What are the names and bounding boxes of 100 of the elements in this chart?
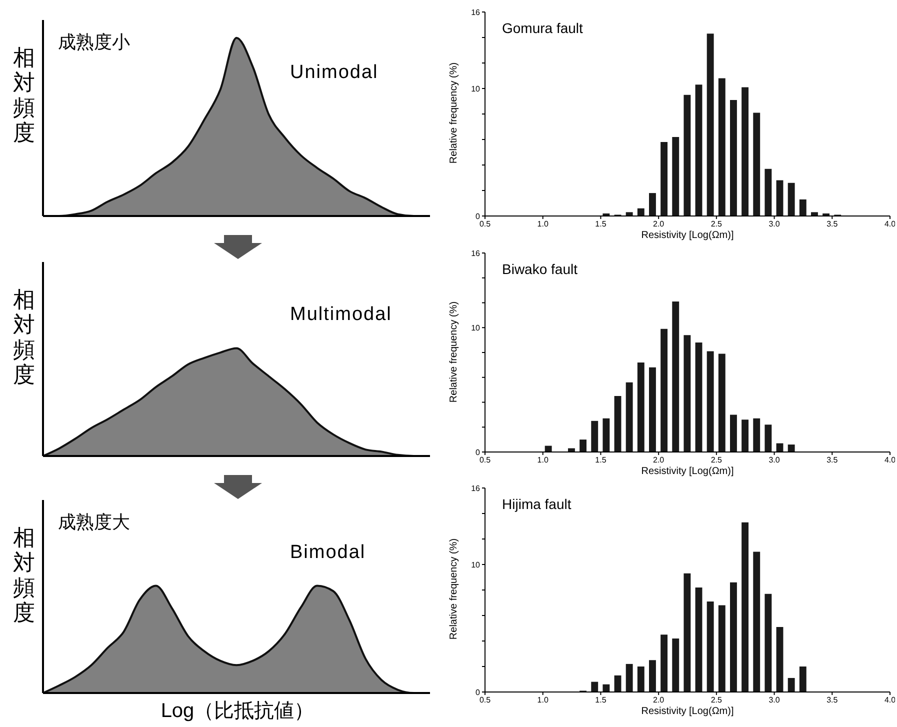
annotation: Biwako fault bbox=[502, 261, 578, 277]
y-tick-label: 0 bbox=[476, 448, 481, 457]
bar bbox=[764, 594, 772, 692]
bar bbox=[580, 440, 587, 452]
x-tick-label: 3.0 bbox=[768, 220, 780, 229]
x-tick-label: 4.0 bbox=[884, 696, 896, 705]
bar bbox=[672, 136, 680, 216]
bar bbox=[788, 182, 795, 216]
x-tick-label: 3.0 bbox=[768, 456, 780, 465]
bar bbox=[602, 684, 610, 692]
bar bbox=[602, 418, 610, 452]
bar bbox=[626, 212, 633, 216]
bar bbox=[684, 335, 691, 452]
bar bbox=[637, 362, 644, 452]
bar bbox=[742, 420, 749, 452]
x-tick-label: 1.0 bbox=[537, 696, 549, 705]
x-tick-label: 3.5 bbox=[826, 696, 838, 705]
bar bbox=[799, 199, 806, 216]
annotation: Hijima fault bbox=[502, 496, 572, 512]
y-tick-label: 10 bbox=[471, 560, 481, 570]
y-axis-title: 相対頻度 bbox=[12, 45, 36, 145]
bar bbox=[591, 682, 598, 692]
x-tick-label: 3.5 bbox=[826, 220, 838, 229]
x-tick-label: 2.0 bbox=[653, 220, 665, 229]
x-tick-label: 1.5 bbox=[595, 456, 607, 465]
x-axis-title: Resistivity [Log(Ωm)] bbox=[640, 230, 735, 241]
bar bbox=[730, 414, 737, 452]
annotation: 成熟度小 bbox=[58, 31, 130, 54]
y-tick-label: 16 bbox=[471, 8, 481, 17]
x-tick-label: 4.0 bbox=[884, 456, 896, 465]
y-tick-label: 0 bbox=[476, 212, 481, 221]
x-tick-label: 0.5 bbox=[479, 696, 492, 705]
bar bbox=[776, 626, 784, 692]
x-tick-label: 3.0 bbox=[768, 696, 780, 705]
y-tick-label: 10 bbox=[471, 323, 481, 332]
text: Multimodal bbox=[290, 304, 392, 326]
bar bbox=[660, 634, 668, 692]
bar bbox=[672, 302, 680, 452]
bar bbox=[684, 94, 691, 216]
bar bbox=[614, 675, 622, 692]
x-tick-label: 2.5 bbox=[710, 456, 723, 465]
bar bbox=[753, 552, 760, 692]
bar bbox=[742, 87, 749, 216]
bar bbox=[626, 664, 633, 692]
bar bbox=[695, 84, 702, 216]
bar bbox=[614, 396, 622, 452]
y-axis-title: 相対頻度 bbox=[12, 525, 36, 625]
y-tick-label: 16 bbox=[471, 248, 481, 258]
x-tick-label: 1.0 bbox=[537, 220, 549, 229]
y-axis-title: 相対頻度 bbox=[12, 287, 36, 387]
bar bbox=[660, 328, 668, 452]
bar bbox=[718, 605, 726, 692]
bar bbox=[649, 193, 656, 216]
x-axis-title: Log（比抵抗値） bbox=[160, 699, 316, 724]
bar bbox=[626, 382, 633, 452]
bar bbox=[788, 444, 795, 452]
bar bbox=[764, 424, 772, 452]
text: Bimodal bbox=[290, 542, 366, 564]
x-tick-label: 2.5 bbox=[710, 220, 723, 229]
x-tick-label: 2.0 bbox=[653, 696, 665, 705]
x-tick-label: 1.5 bbox=[595, 220, 607, 229]
y-axis-title: Relative frequency (%) bbox=[448, 538, 460, 640]
x-tick-label: 2.0 bbox=[653, 456, 665, 465]
bar bbox=[706, 34, 714, 216]
x-axis-title: Resistivity [Log(Ωm)] bbox=[640, 466, 735, 477]
bar bbox=[684, 573, 691, 692]
x-tick-label: 3.5 bbox=[826, 456, 838, 465]
bar bbox=[764, 168, 772, 216]
x-axis-title: Resistivity [Log(Ωm)] bbox=[640, 706, 735, 717]
bar bbox=[730, 100, 737, 216]
y-tick-label: 10 bbox=[471, 84, 481, 94]
bar bbox=[706, 351, 714, 452]
x-tick-label: 0.5 bbox=[479, 456, 492, 465]
bar bbox=[811, 212, 818, 216]
bar bbox=[660, 142, 668, 216]
annotation: Unimodal bbox=[290, 62, 378, 84]
y-axis-title: Relative frequency (%) bbox=[448, 62, 460, 164]
bar bbox=[649, 660, 656, 692]
x-tick-label: 4.0 bbox=[884, 220, 896, 229]
bar bbox=[753, 418, 760, 452]
bar bbox=[776, 180, 784, 216]
bar bbox=[695, 587, 702, 692]
bar bbox=[637, 666, 644, 692]
y-tick-label: 0 bbox=[476, 688, 481, 697]
x-tick-label: 0.5 bbox=[479, 220, 492, 229]
bar bbox=[742, 522, 749, 692]
bar bbox=[718, 78, 726, 216]
y-tick-label: 16 bbox=[471, 484, 481, 493]
bar bbox=[706, 601, 714, 692]
x-tick-label: 1.5 bbox=[595, 696, 607, 705]
bar bbox=[753, 112, 760, 216]
bar bbox=[695, 342, 702, 452]
bar bbox=[672, 638, 680, 692]
bar bbox=[649, 367, 656, 452]
bar bbox=[718, 354, 726, 452]
annotation: Gomura fault bbox=[502, 20, 583, 36]
bar bbox=[730, 582, 737, 692]
bar bbox=[788, 678, 795, 692]
x-tick-label: 1.0 bbox=[537, 456, 549, 465]
x-tick-label: 2.5 bbox=[710, 696, 723, 705]
